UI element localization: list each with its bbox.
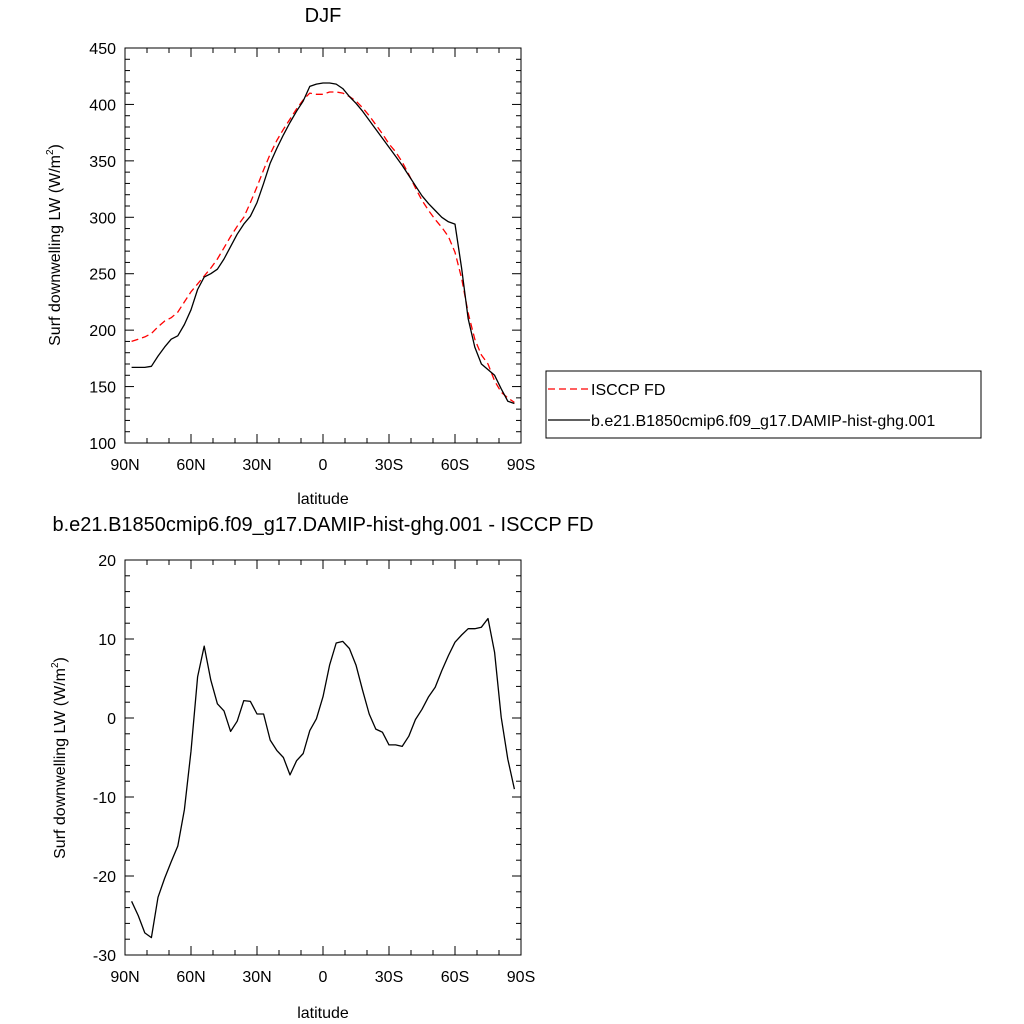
top-y-axis-label: Surf downwelling LW (W/m2) — [45, 144, 64, 346]
top-x-tick-label: 30S — [375, 457, 403, 474]
bottom-y-tick-label: -20 — [93, 869, 116, 886]
top-y-tick-label: 100 — [89, 436, 116, 453]
top-chart-title: DJF — [305, 5, 342, 27]
bottom-x-tick-label: 90S — [507, 969, 535, 986]
bottom-y-axis-label: Surf downwelling LW (W/m2) — [50, 657, 69, 859]
bottom-x-tick-label: 60N — [176, 969, 205, 986]
top-y-tick-label: 450 — [89, 41, 116, 58]
bottom-x-tick-labels: 90N 60N 30N 0 30S 60S 90S — [110, 969, 535, 986]
legend-label-isccp: ISCCP FD — [591, 382, 665, 399]
top-x-tick-label: 30N — [242, 457, 271, 474]
bottom-x-tick-label: 60S — [441, 969, 469, 986]
bottom-x-tick-label: 90N — [110, 969, 139, 986]
bottom-series-line-difference — [131, 617, 516, 939]
bottom-x-tick-label: 30N — [242, 969, 271, 986]
bottom-plot-lines — [131, 617, 516, 939]
bottom-x-axis-label: latitude — [297, 1005, 349, 1022]
top-plot-frame — [124, 47, 522, 444]
top-x-tick-label: 90S — [507, 457, 535, 474]
bottom-y-tick-label: 10 — [98, 632, 116, 649]
legend-label-model: b.e21.B1850cmip6.f09_g17.DAMIP-hist-ghg.… — [591, 413, 935, 430]
bottom-y-tick-labels: -30 -20 -10 0 10 20 — [93, 553, 116, 965]
top-y-axis-label-main: Surf downwelling LW (W/m — [47, 155, 64, 346]
bottom-y-axis-label-sup: 2 — [50, 662, 61, 668]
top-series-line-model — [131, 82, 515, 405]
top-y-tick-label: 250 — [89, 267, 116, 284]
top-panel: DJF 90N 60N 30N 0 30S 60S 90S 100 150 200 250 300 3… — [45, 5, 982, 508]
bottom-plot-frame-ticks — [124, 559, 522, 956]
top-x-tick-label: 60S — [441, 457, 469, 474]
bottom-y-tick-label: 20 — [98, 553, 116, 570]
top-y-tick-label: 400 — [89, 97, 116, 114]
legend: ISCCP FD b.e21.B1850cmip6.f09_g17.DAMIP-… — [545, 370, 982, 439]
bottom-y-tick-label: 0 — [107, 711, 116, 728]
top-y-tick-label: 300 — [89, 210, 116, 227]
bottom-x-tick-label: 30S — [375, 969, 403, 986]
top-series-line-isccp — [131, 91, 515, 403]
bottom-y-tick-label: -30 — [93, 948, 116, 965]
bottom-x-tick-label: 0 — [319, 969, 328, 986]
bottom-y-axis-label-main: Surf downwelling LW (W/m — [52, 668, 69, 859]
top-x-axis-label: latitude — [297, 491, 349, 508]
bottom-y-tick-label: -10 — [93, 790, 116, 807]
top-plot-lines — [131, 82, 515, 405]
bottom-panel: b.e21.B1850cmip6.f09_g17.DAMIP-hist-ghg.… — [50, 514, 594, 1022]
top-y-axis-label-sup: 2 — [45, 149, 56, 155]
legend-box — [545, 370, 982, 439]
top-y-tick-labels: 100 150 200 250 300 350 400 450 — [89, 41, 116, 453]
top-x-tick-label: 0 — [319, 457, 328, 474]
top-y-axis-label-end: ) — [47, 144, 64, 149]
top-x-tick-label: 60N — [176, 457, 205, 474]
top-y-tick-label: 150 — [89, 380, 116, 397]
bottom-plot-frame — [124, 559, 522, 956]
top-y-tick-label: 350 — [89, 154, 116, 171]
bottom-chart-title: b.e21.B1850cmip6.f09_g17.DAMIP-hist-ghg.… — [52, 514, 593, 536]
top-y-tick-label: 200 — [89, 323, 116, 340]
top-x-tick-labels: 90N 60N 30N 0 30S 60S 90S — [110, 457, 535, 474]
top-x-tick-label: 90N — [110, 457, 139, 474]
top-plot-frame-ticks — [124, 47, 522, 444]
bottom-y-axis-label-end: ) — [52, 657, 69, 662]
